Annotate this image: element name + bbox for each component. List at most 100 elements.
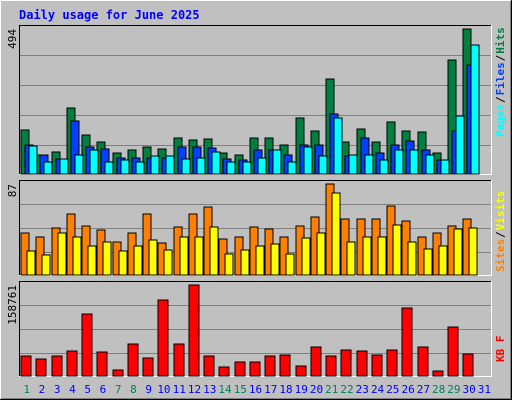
panel-1-bar-pages (425, 154, 435, 175)
panel-3-bar-kb-f (142, 357, 154, 377)
panel-1-y-max-label: 494 (6, 29, 19, 49)
panel-2-bar-visits (133, 245, 143, 276)
panel-3-bar-kb-f (188, 284, 200, 377)
panel-2-bar-visits (331, 192, 341, 276)
panel-3-bar-kb-f (264, 355, 276, 377)
legend-pages: Pages (494, 104, 507, 137)
panel-1-bar-pages (364, 154, 374, 175)
panel-1-bar-pages (74, 154, 84, 175)
panel-2-bar-visits (72, 236, 82, 276)
legend-hits: Hits (494, 27, 507, 54)
x-tick-label-day-20: 20 (310, 383, 323, 396)
x-tick-label-day-21: 21 (325, 383, 338, 396)
panel-1-bar-pages (394, 149, 404, 175)
panel-3-bar-kb-f (157, 299, 169, 377)
panel-3-bar-kb-f (96, 351, 108, 377)
panel-1-bar-pages (272, 149, 282, 175)
panel-3-bar-kb-f (203, 355, 215, 377)
x-tick-label-day-27: 27 (417, 383, 430, 396)
chart-title: Daily usage for June 2025 (19, 8, 200, 22)
panel-3-bar-kb-f (66, 350, 78, 377)
panel-3-bar-kb-f (51, 355, 63, 377)
panel-1-bar-pages (28, 145, 38, 175)
x-tick-label-day-9: 9 (145, 383, 152, 396)
x-tick-label-day-23: 23 (356, 383, 369, 396)
panel-3-bar-kb-f (401, 307, 413, 377)
panel-2-bar-visits (316, 232, 326, 276)
panel-1-bar-pages (455, 115, 465, 175)
panel-1-bar-pages (150, 155, 160, 175)
x-tick-label-day-4: 4 (69, 383, 76, 396)
panel-2-bar-visits (87, 245, 97, 276)
panel-3-bar-kb-f (81, 313, 93, 377)
panel-3-bar-kb-f (417, 346, 429, 377)
panel-1-bar-pages (43, 161, 53, 175)
panel-3-bar-kb-f (218, 366, 230, 377)
panel-1-bar-pages (104, 161, 114, 175)
panel-3-bar-kb-f (386, 349, 398, 377)
legend-files: Files (494, 62, 507, 95)
panel-1-bar-pages (59, 158, 69, 175)
panel-3-bar-kb-f (279, 354, 291, 377)
x-tick-label-day-2: 2 (39, 383, 46, 396)
panel-3-bar-kb-f (340, 349, 352, 377)
panel-2-bar-visits (468, 227, 478, 276)
x-tick-label-day-17: 17 (264, 383, 277, 396)
x-tick-label-day-18: 18 (279, 383, 292, 396)
panel-2-bar-visits (102, 241, 112, 276)
panel-2-bar-visits (362, 236, 372, 276)
panel-3-bar-kb-f (462, 353, 474, 377)
x-tick-label-day-26: 26 (401, 383, 414, 396)
panel-3-bar-kb-f (249, 361, 261, 377)
x-tick-label-day-15: 15 (234, 383, 247, 396)
panel-2-bar-visits (240, 249, 250, 276)
panel-1-bar-pages (470, 44, 480, 175)
panel-3-bar-kb-f (310, 346, 322, 377)
panel-3-bar-kb-f (173, 343, 185, 377)
legend-kb-f: KB F (494, 336, 507, 363)
panel-1-bar-pages (348, 154, 358, 175)
panel-2-bar-visits (163, 249, 173, 276)
panel-2-bar-visits (423, 248, 433, 276)
panel-3-bar-kb-f (234, 361, 246, 377)
panel-1-bar-pages (303, 146, 313, 175)
panel-3-bar-kb-f (432, 370, 444, 377)
panel-3-y-max-label: 158761 (6, 285, 19, 325)
panel-3-bar-kb-f (356, 350, 368, 377)
panel-2-bar-visits (148, 239, 158, 276)
panel-3-bar-kb-f (371, 354, 383, 377)
panel-3-bar-kb-f (325, 355, 337, 377)
panel-2-bar-visits (209, 226, 219, 276)
panel-1-bar-pages (211, 151, 221, 175)
panel-2-y-max-label: 87 (6, 184, 19, 197)
panel-1-bar-pages (257, 157, 267, 175)
panel-3-bar-kb-f (127, 343, 139, 377)
panel-2-bar-visits (377, 236, 387, 276)
legend-separator: / (494, 231, 507, 238)
panel-2-bar-visits (453, 228, 463, 276)
x-tick-label-day-25: 25 (386, 383, 399, 396)
panel-1-bar-pages (409, 149, 419, 175)
x-tick-label-day-30: 30 (462, 383, 475, 396)
legend-separator: / (494, 54, 507, 61)
x-tick-label-day-19: 19 (295, 383, 308, 396)
x-tick-label-day-5: 5 (84, 383, 91, 396)
x-tick-label-day-6: 6 (100, 383, 107, 396)
panel-2-bar-visits (41, 254, 51, 276)
x-tick-label-day-16: 16 (249, 383, 262, 396)
x-tick-label-day-24: 24 (371, 383, 385, 396)
panel-3-bar-kb-f (295, 365, 307, 377)
panel-3-bar-kb-f (112, 369, 124, 377)
x-tick-label-day-7: 7 (115, 383, 122, 396)
panel-3-bar-kb-f (447, 326, 459, 377)
panel-2-bar-visits (346, 241, 356, 276)
panel-2-bar-visits (392, 224, 402, 276)
panel-2-bar-visits (407, 241, 417, 276)
x-tick-label-day-13: 13 (203, 383, 216, 396)
panel-2-bar-visits (224, 253, 234, 276)
panel-1-bar-pages (89, 149, 99, 175)
panel-1-bar-pages (379, 159, 389, 175)
x-tick-label-day-31: 31 (478, 383, 491, 396)
